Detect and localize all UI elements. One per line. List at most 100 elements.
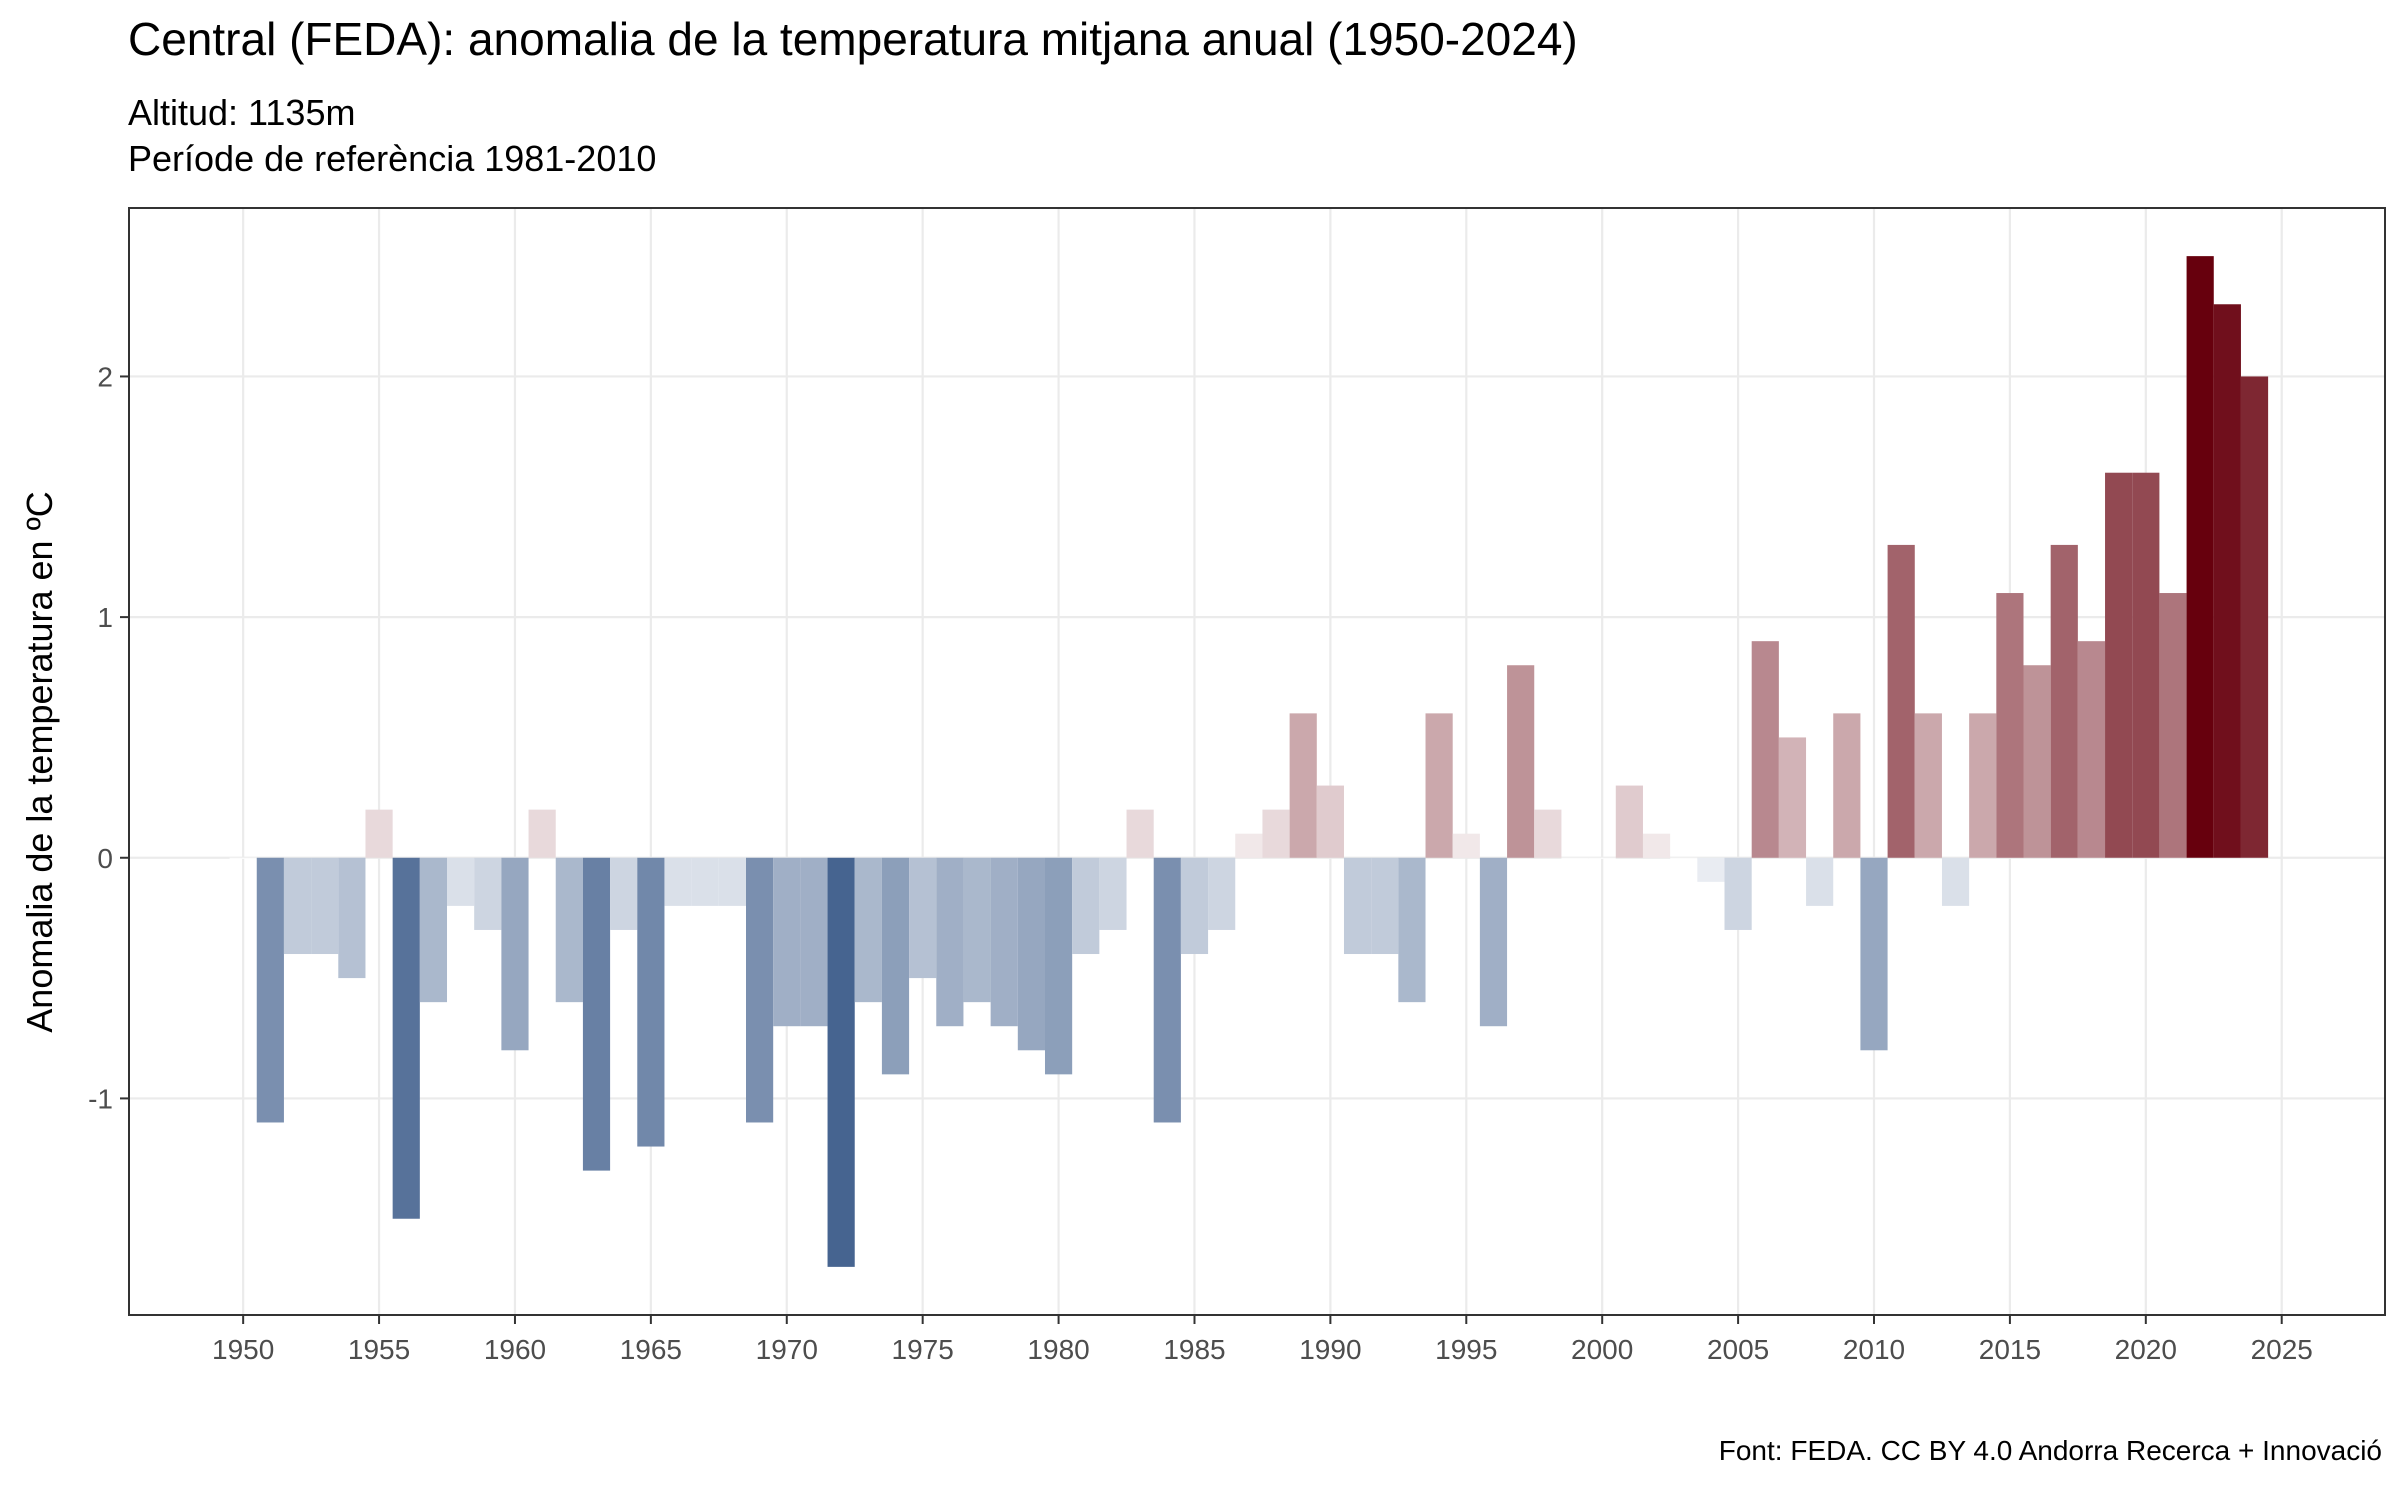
bar-2017 [2050,544,2078,858]
y-tick-label: -1 [88,1083,113,1114]
x-tick-label: 1980 [1027,1334,1089,1365]
bar-1993 [1398,857,1426,1003]
bar-1953 [311,857,339,955]
bar-2019 [2105,472,2133,858]
bar-1952 [283,857,312,955]
x-tick-label: 1995 [1435,1334,1497,1365]
bar-1954 [338,857,366,979]
bar-2006 [1751,641,1779,858]
y-tick-label: 0 [97,843,113,874]
bar-1976 [936,857,964,1027]
bar-1987 [1235,833,1263,858]
bar-1971 [800,857,828,1027]
bar-1972 [827,857,855,1267]
x-tick-label: 1990 [1299,1334,1361,1365]
bar-2003 [1670,857,1698,859]
bar-1978 [990,857,1018,1027]
bar-1962 [555,857,583,1003]
bar-2023 [2213,304,2241,858]
bar-1977 [963,857,991,1003]
bar-1988 [1262,809,1290,858]
x-tick-label: 2025 [2251,1334,2313,1365]
bar-1974 [881,857,910,1075]
bar-1959 [474,857,502,930]
bar-1950 [229,857,257,859]
bar-1994 [1425,713,1453,858]
chart-subtitle-reference-period: Període de referència 1981-2010 [128,138,657,179]
x-tick-label: 2020 [2115,1334,2177,1365]
bars-group [229,256,2269,1267]
y-tick-label: 2 [97,361,113,392]
bar-1992 [1371,857,1399,955]
bar-1996 [1479,857,1508,1027]
bar-1999 [1561,857,1589,859]
x-tick-label: 1970 [756,1334,818,1365]
bar-2016 [2023,665,2051,858]
plot-panel-border [128,207,2386,1316]
bar-1973 [854,857,882,1003]
bar-1991 [1343,857,1372,955]
bar-1957 [419,857,448,1003]
bar-2011 [1887,544,1915,858]
axis-ticks: 1950 1955 1960 1965 1970 1975 1980 1985 1990 1995… [88,361,2313,1365]
source-caption: Font: FEDA. CC BY 4.0 Andorra Recerca + … [1718,1435,2382,1466]
bar-2009 [1833,713,1861,858]
bar-1981 [1072,857,1100,955]
bar-1975 [909,857,937,979]
bar-2008 [1806,857,1834,906]
bar-1956 [392,857,420,1219]
bar-1990 [1316,785,1344,858]
x-tick-label: 1955 [348,1334,410,1365]
bar-1998 [1534,809,1562,858]
bar-1963 [582,857,611,1171]
y-tick-label: 1 [97,602,113,633]
bar-1961 [528,809,556,858]
bar-2000 [1588,857,1616,859]
bar-1995 [1452,833,1480,858]
bar-2024 [2240,376,2269,858]
x-tick-label: 1965 [620,1334,682,1365]
bar-1966 [664,857,692,906]
x-tick-label: 2010 [1843,1334,1905,1365]
bar-1968 [718,857,747,906]
bar-2014 [1969,713,1997,858]
bar-1986 [1208,857,1236,930]
bar-1951 [256,857,284,1123]
bar-1984 [1153,857,1181,1123]
bar-1955 [365,809,393,858]
bar-1965 [637,857,665,1147]
bar-2013 [1941,857,1970,906]
chart-title: Central (FEDA): anomalia de la temperatu… [128,13,1578,65]
bar-2020 [2132,472,2160,858]
bar-1958 [447,857,475,906]
bar-2005 [1724,857,1752,930]
bar-1979 [1017,857,1045,1051]
bar-2002 [1642,833,1671,858]
bar-1960 [501,857,529,1051]
bar-1970 [773,857,801,1027]
chart-subtitle-altitude: Altitud: 1135m [128,92,356,133]
x-tick-label: 2000 [1571,1334,1633,1365]
bar-1980 [1044,857,1073,1075]
bar-2004 [1697,857,1725,882]
bar-1967 [691,857,719,906]
x-tick-label: 2005 [1707,1334,1769,1365]
y-axis-title: Anomalia de la temperatura en ºC [19,491,60,1032]
x-tick-label: 2015 [1979,1334,2041,1365]
x-tick-label: 1960 [484,1334,546,1365]
bar-1983 [1126,809,1154,858]
bar-2018 [2077,641,2106,858]
bar-1985 [1180,857,1209,955]
bar-2022 [2186,256,2214,858]
bar-1964 [610,857,638,930]
bar-2012 [1914,713,1942,858]
bar-1982 [1099,857,1127,930]
bar-1997 [1507,665,1535,858]
x-tick-label: 1975 [892,1334,954,1365]
x-tick-label: 1950 [212,1334,274,1365]
bar-1969 [746,857,774,1123]
bar-2001 [1615,785,1643,858]
bar-1989 [1289,713,1317,858]
bar-2015 [1996,593,2024,858]
